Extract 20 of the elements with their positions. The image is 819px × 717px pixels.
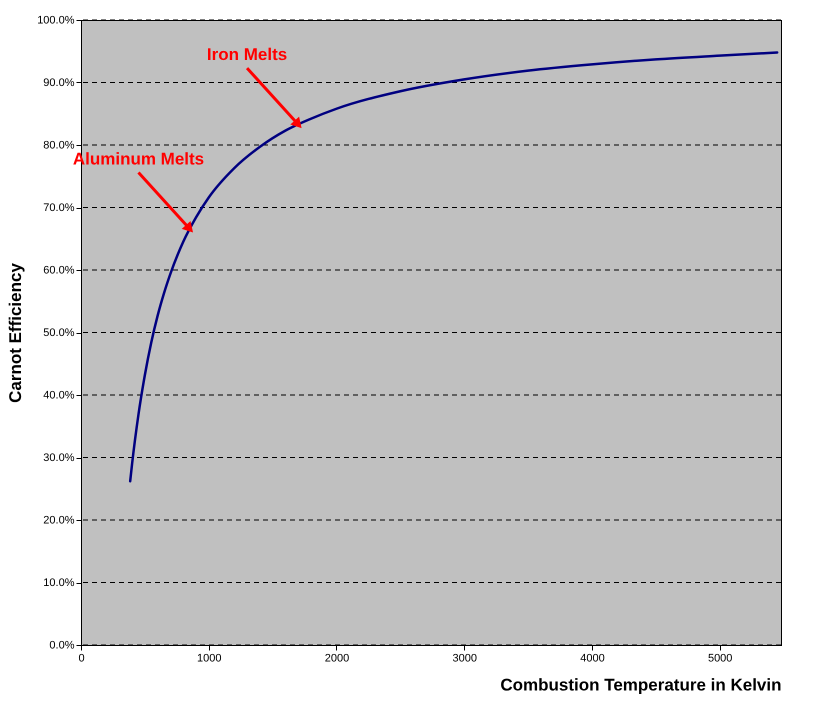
annotation: Iron Melts (206, 45, 288, 64)
y-tick-label: 20.0% (43, 514, 75, 526)
x-tick-label: 2000 (324, 652, 350, 664)
y-tick-label: 10.0% (43, 577, 75, 589)
x-tick-label: 1000 (196, 652, 222, 664)
y-tick-label: 60.0% (43, 264, 75, 276)
x-axis-title: Combustion Temperature in Kelvin (500, 676, 782, 694)
y-tick-label: 90.0% (43, 77, 75, 89)
y-tick-label: 70.0% (43, 202, 75, 214)
y-tick-label: 30.0% (43, 452, 75, 464)
y-tick-label: 100.0% (37, 14, 75, 26)
x-tick-label: 4000 (580, 652, 605, 664)
y-tick-label: 50.0% (43, 327, 75, 339)
x-tick-label: 3000 (452, 652, 477, 664)
y-tick-label: 40.0% (43, 390, 75, 402)
y-tick-label: 0.0% (49, 640, 75, 652)
y-axis-title: Carnot Efficiency (6, 262, 26, 403)
x-tick-label: 5000 (708, 652, 732, 664)
x-tick-label: 0 (78, 652, 85, 664)
y-tick-label: 80.0% (43, 140, 75, 152)
